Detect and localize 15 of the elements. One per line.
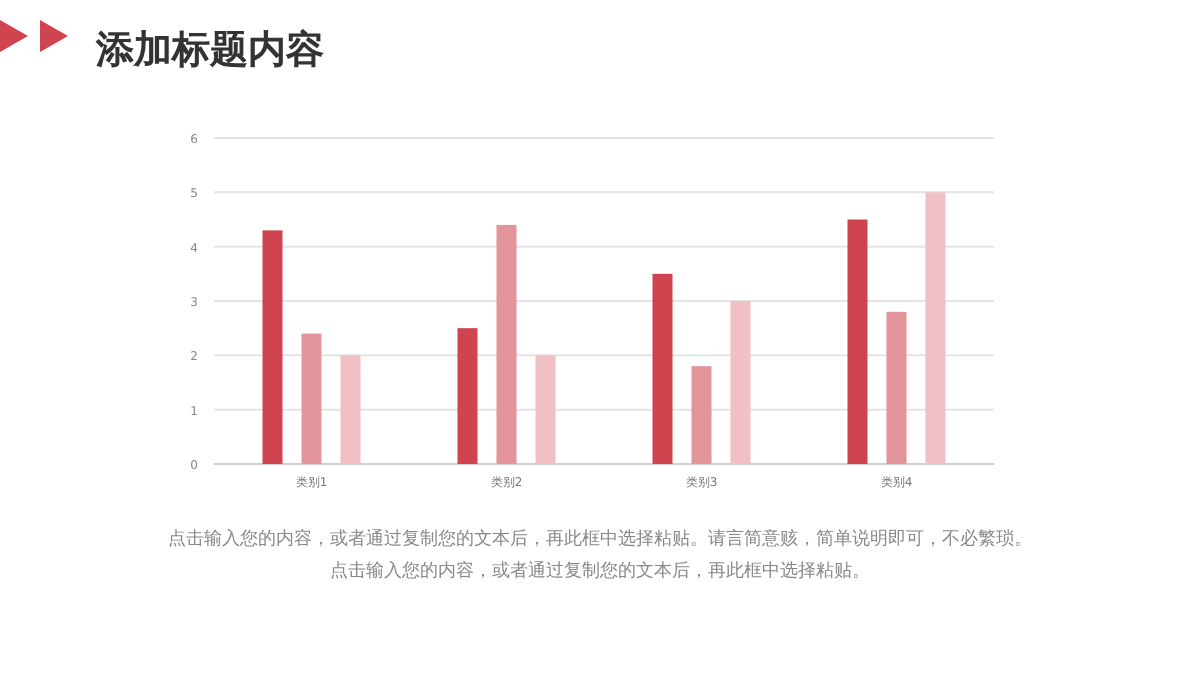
bar [457,328,478,464]
bar [886,311,907,464]
bar [535,355,556,464]
bar [652,273,673,464]
bar [847,219,868,464]
bar [925,192,946,464]
bar [496,224,517,464]
text: 点击输入您的内容，或者通过复制您的文本后，再此框中选择粘贴。请言简意赅，简单说明即可，不必繁琐。 [168,528,1032,550]
bar [730,301,751,464]
bar [340,355,361,464]
bar [691,366,712,464]
chart-title: 添加标题内容 [94,28,324,72]
bar [262,230,283,464]
bar [301,333,322,464]
text: 点击输入您的内容，或者通过复制您的文本后，再此框中选择粘贴。 [330,560,870,582]
